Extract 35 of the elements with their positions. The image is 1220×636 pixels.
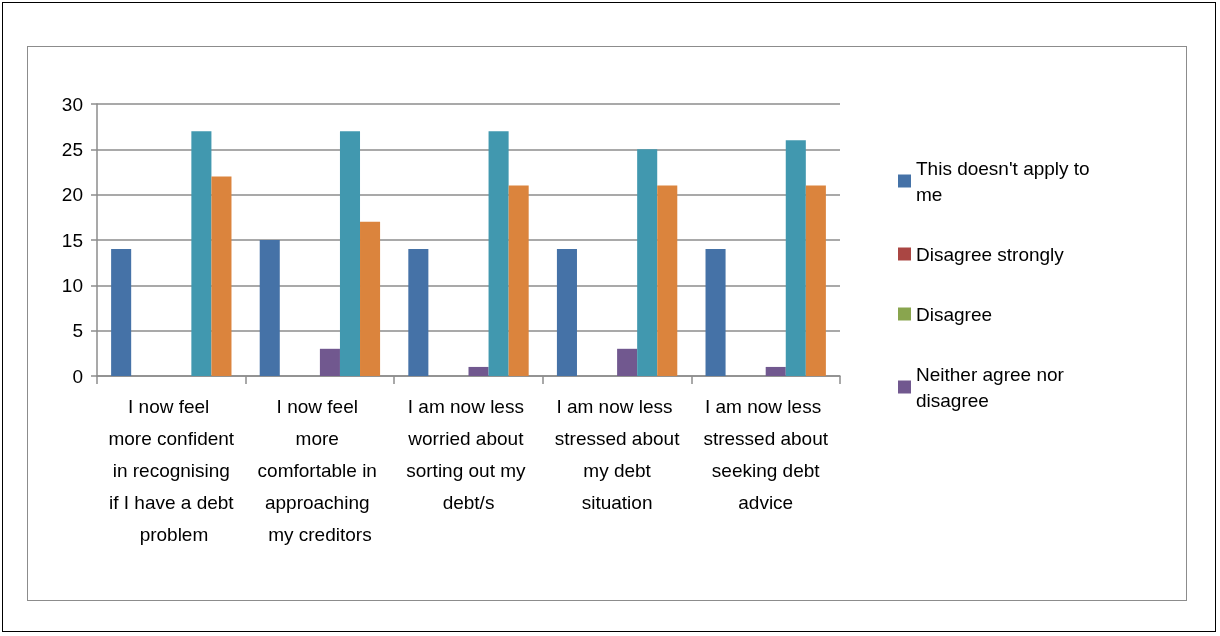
legend-label: Neither agree nor disagree — [916, 363, 1070, 411]
bar — [508, 185, 529, 376]
y-tick-label: 0 — [72, 365, 83, 387]
y-tick-label: 30 — [61, 93, 83, 115]
bar — [111, 249, 132, 376]
bar — [765, 366, 786, 376]
bar — [657, 185, 678, 376]
x-tick-label: I now feel more comfortable in approaching my creditors — [257, 395, 383, 545]
bar — [617, 348, 638, 376]
x-tick-label: I am now less stressed about seeking debt advice — [703, 395, 829, 513]
y-tick-label: 20 — [61, 184, 83, 206]
bar — [259, 240, 280, 376]
y-tick-label: 5 — [72, 320, 83, 342]
bar — [468, 366, 489, 376]
legend-label: Disagree — [916, 303, 993, 325]
bar — [705, 249, 726, 376]
y-tick-label: 10 — [61, 274, 83, 296]
x-tick-label: I am now less worried about sorting out my debt/s — [406, 395, 531, 513]
bar — [408, 249, 429, 376]
bar — [319, 348, 340, 376]
legend-label: This doesn't apply to me — [916, 157, 1095, 205]
bar — [211, 176, 232, 376]
bar — [339, 131, 361, 376]
bar — [556, 249, 577, 376]
bar — [488, 131, 509, 376]
bar — [360, 221, 381, 376]
bar — [191, 131, 212, 376]
bar — [785, 140, 806, 376]
x-tick-label: I now feel more confident in recognising if I have a debt problem — [107, 395, 236, 545]
legend-label: Disagree strongly — [916, 243, 1065, 265]
x-tick-label: I am now less stressed about my debt situation — [554, 395, 681, 513]
y-tick-label: 25 — [61, 138, 83, 160]
bar — [805, 185, 826, 376]
y-tick-label: 15 — [61, 229, 83, 251]
bar — [637, 149, 658, 376]
